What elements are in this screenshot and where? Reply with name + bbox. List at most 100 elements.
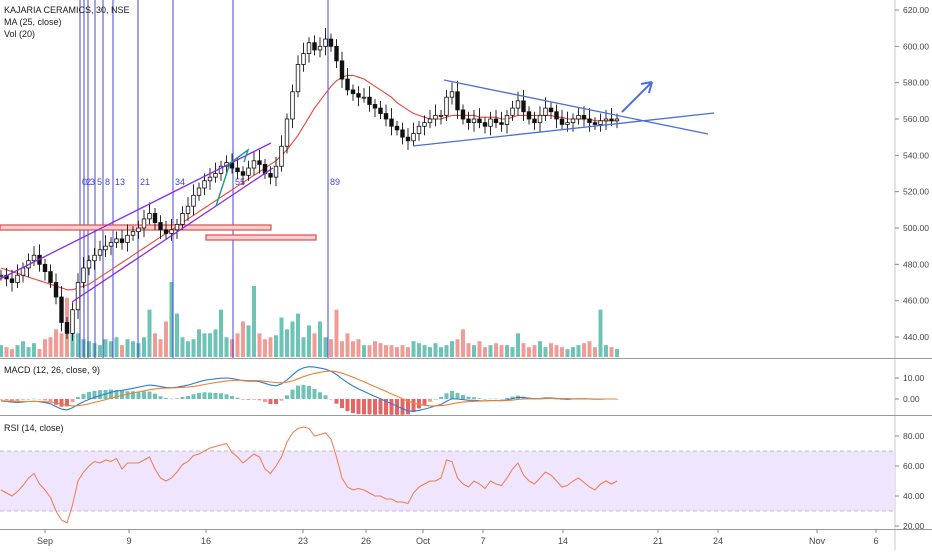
volume-bar [389, 345, 394, 357]
volume-bar [356, 339, 361, 357]
candle-body [136, 227, 141, 233]
macd-histogram-bar [439, 396, 443, 399]
volume-bar [296, 313, 300, 357]
candle-body [317, 45, 323, 51]
macd-histogram-bar [125, 391, 130, 399]
candle-body [130, 231, 136, 236]
volume-bar [417, 343, 421, 357]
candle-body [64, 322, 70, 334]
volume-bar [48, 337, 53, 357]
candle-body [499, 122, 504, 125]
macd-histogram-bar [114, 389, 119, 399]
candle-body [543, 107, 548, 116]
triangle-lower-line [412, 112, 715, 147]
volume-bar [153, 333, 157, 357]
candle-body [147, 213, 152, 220]
macd-histogram-bar [142, 391, 146, 399]
fib-time-label: 0 [82, 177, 87, 187]
volume-bar [26, 347, 31, 357]
volume-bar [15, 345, 20, 357]
macd-histogram-bar [356, 399, 361, 415]
time-tick-label: 24 [713, 536, 723, 546]
candle-body [312, 42, 317, 51]
candle-body [20, 267, 26, 276]
macd-histogram-bar [202, 392, 207, 399]
volume-bar [433, 343, 438, 357]
volume-bar [532, 345, 537, 357]
candle-body [521, 100, 526, 113]
volume-bar [362, 345, 366, 357]
candle-body [570, 118, 576, 124]
macd-histogram-bar [323, 395, 328, 399]
candle-body [9, 278, 15, 283]
time-tick-label: Sep [37, 536, 53, 546]
candle-body [31, 254, 37, 262]
macd-histogram-bar [395, 399, 399, 415]
macd-histogram-bar [340, 399, 344, 409]
rsi-band [0, 451, 895, 511]
volume-bar [257, 333, 262, 357]
macd-histogram-bar [362, 399, 366, 415]
candle-body [268, 173, 273, 178]
fib-time-label: 21 [140, 177, 150, 187]
macd-histogram-bar [109, 389, 113, 399]
candle-body [235, 167, 240, 173]
macd-histogram-bar [257, 399, 262, 401]
macd-histogram-bar [329, 399, 333, 400]
fib-time-label: 2 [86, 177, 91, 187]
time-tick-label: 9 [126, 536, 131, 546]
volume-bar [428, 347, 432, 357]
volume-bar [543, 347, 548, 357]
volume-bar [274, 335, 278, 357]
macd-histogram-bar [373, 399, 377, 415]
macd-histogram-bar [510, 396, 515, 399]
volume-bar [213, 329, 218, 357]
volume-bar [521, 343, 526, 357]
volume-bar [598, 309, 603, 357]
candle-body [334, 45, 339, 62]
macd-histogram-bar [32, 398, 36, 400]
candle-body [411, 133, 416, 142]
volume-bar [131, 341, 135, 357]
volume-bar [593, 347, 597, 357]
rsi-tick-label: 60.00 [903, 461, 925, 471]
candle-body [213, 173, 218, 178]
macd-histogram-bar [153, 393, 157, 399]
volume-bar [268, 337, 273, 357]
volume-bar [422, 345, 427, 357]
candle-body [295, 64, 301, 93]
macd-histogram-bar [312, 388, 317, 399]
macd-histogram-bar [461, 394, 465, 399]
channel-upper-line [0, 142, 272, 280]
candle-body [394, 125, 400, 131]
volume-bar [169, 282, 174, 357]
candle-body [565, 122, 570, 125]
volume-bar [197, 329, 201, 357]
volume-bar [158, 339, 163, 357]
volume-bar [10, 349, 14, 357]
macd-histogram-bar [241, 399, 245, 400]
candle-body [405, 136, 411, 142]
macd-histogram-bar [406, 399, 410, 415]
candle-body [383, 113, 389, 120]
candle-body [103, 245, 108, 251]
candle-body [246, 167, 251, 176]
macd-histogram-bar [131, 391, 135, 399]
macd-histogram-bar [92, 390, 97, 399]
volume-bar [450, 341, 454, 357]
volume-bar [246, 325, 251, 357]
macd-histogram-bar [417, 399, 421, 409]
macd-histogram-bar [0, 399, 3, 400]
candle-body [389, 118, 394, 127]
candle-body [587, 118, 592, 124]
candle-body [378, 107, 383, 114]
candle-body [125, 234, 130, 243]
volume-bar [444, 345, 449, 357]
macd-histogram-bar [26, 399, 31, 400]
macd-histogram-bar [290, 389, 295, 399]
macd-histogram-bar [400, 399, 405, 415]
candle-body [433, 114, 438, 120]
candle-body [284, 118, 290, 147]
candle-body [554, 111, 559, 120]
candle-body [367, 96, 372, 105]
